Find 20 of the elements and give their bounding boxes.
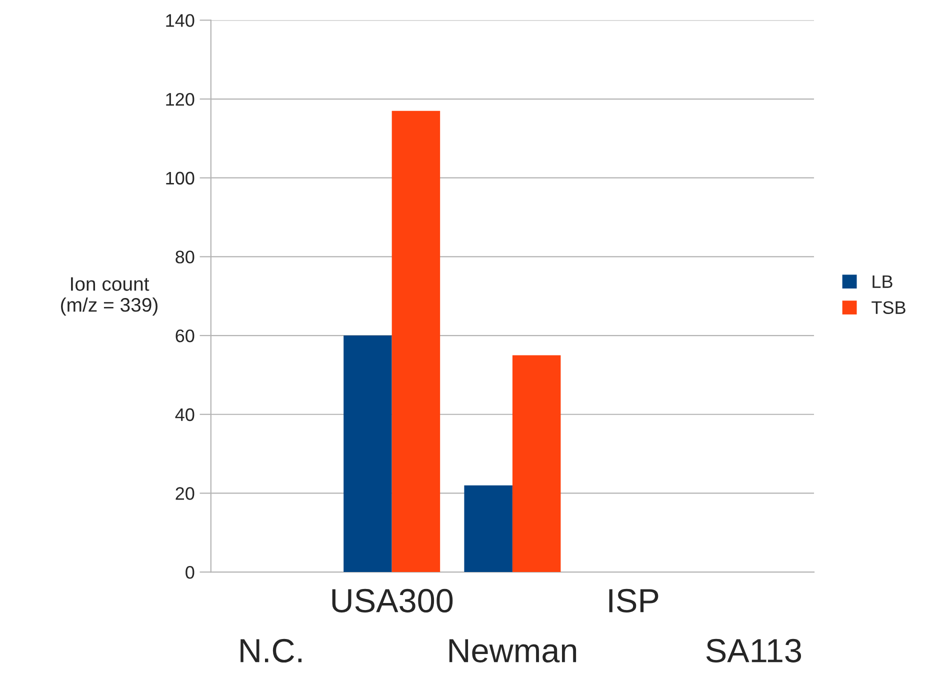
y-tick-label: 80 xyxy=(176,250,194,264)
bar xyxy=(464,485,512,572)
y-tick-label: 100 xyxy=(166,172,194,185)
y-axis-title: Ion count (m/z = 339) xyxy=(61,277,158,316)
x-tick-label: USA300 xyxy=(332,588,453,613)
legend-label: LB xyxy=(872,275,892,288)
y-tick-label: 40 xyxy=(175,408,194,422)
y-tick-label: 120 xyxy=(166,92,194,106)
legend-label: TSB xyxy=(872,301,906,314)
x-tick-label: Newman xyxy=(449,639,576,663)
bar xyxy=(512,355,561,572)
x-tick-label: ISP xyxy=(609,588,658,613)
bar xyxy=(392,110,440,572)
x-tick-label: N.C. xyxy=(240,638,302,663)
y-tick-label: 60 xyxy=(176,329,194,342)
y-tick-label: 140 xyxy=(166,14,194,27)
y-tick-label: 0 xyxy=(186,566,194,579)
y-tick-label: 20 xyxy=(176,487,194,500)
x-tick-label: SA113 xyxy=(706,638,802,663)
bar xyxy=(344,336,392,572)
